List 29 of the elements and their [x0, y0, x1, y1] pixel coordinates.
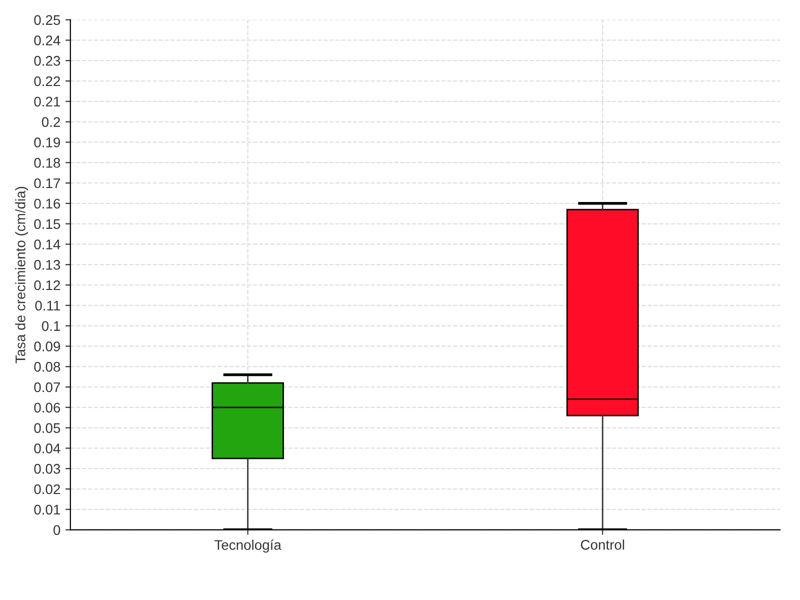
y-tick-label: 0.1 — [42, 321, 60, 331]
y-axis-title: Tasa de crecimiento (cm/dia) — [15, 186, 28, 364]
y-tick-label: 0.19 — [34, 138, 60, 148]
y-tick-label: 0.11 — [35, 300, 60, 311]
y-tick-label: 0.23 — [34, 56, 60, 66]
y-tick-label: 0.12 — [34, 280, 60, 290]
y-tick-label: 0.13 — [34, 260, 60, 270]
y-tick-label: 0.24 — [34, 36, 60, 46]
y-tick-label: 0.05 — [34, 423, 60, 433]
y-tick-label: 0.21 — [34, 96, 60, 107]
y-tick-label: 0.02 — [34, 484, 60, 494]
y-tick-label: 0.18 — [34, 158, 60, 168]
y-tick-label: 0.16 — [34, 198, 60, 209]
y-tick-label: 0.09 — [34, 342, 60, 352]
y-tick-label: 0.2 — [42, 117, 60, 127]
y-tick-label: 0.25 — [34, 15, 60, 25]
y-tick-label: 0.15 — [34, 219, 60, 229]
y-tick-label: 0.06 — [34, 402, 60, 413]
y-tick-label: 0.14 — [34, 240, 60, 250]
x-tick-label: Tecnología — [214, 540, 282, 553]
y-tick-label: 0.04 — [34, 444, 60, 454]
y-tick-label: 0.07 — [34, 382, 60, 392]
y-tick-label: 0.22 — [34, 76, 60, 86]
y-tick-label: 0.01 — [34, 504, 60, 515]
y-tick-label: 0.17 — [34, 178, 60, 188]
x-tick-label: Control — [580, 540, 624, 550]
y-tick-label: 0.08 — [34, 362, 60, 372]
y-tick-label: 0 — [53, 525, 60, 535]
y-tick-label: 0.03 — [34, 464, 60, 474]
